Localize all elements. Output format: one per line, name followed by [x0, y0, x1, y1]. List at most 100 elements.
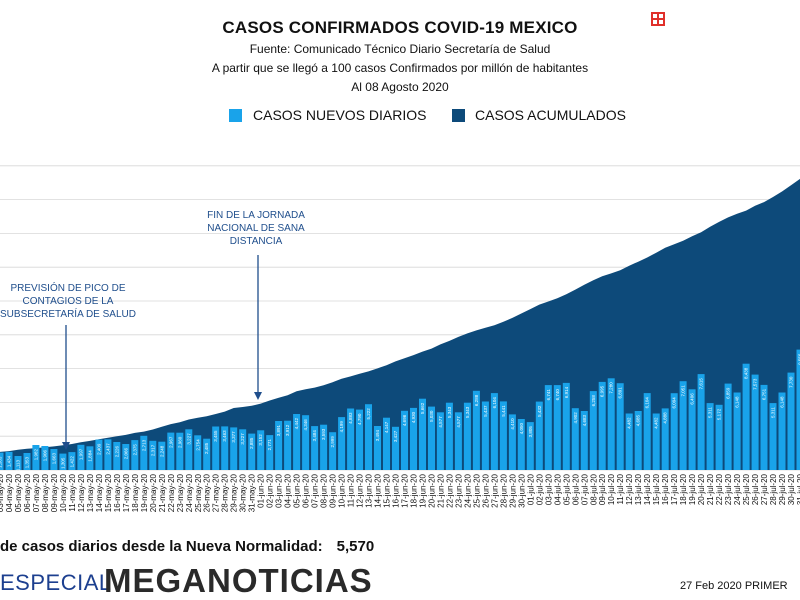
daily-bar-value-label: 2,754	[195, 439, 200, 451]
x-tick-label: 27-may-20	[212, 473, 221, 512]
daily-bar	[652, 413, 660, 470]
daily-bar	[5, 451, 13, 470]
daily-bar	[553, 385, 561, 470]
x-tick-label: 08-jul-20	[589, 473, 598, 505]
daily-bar-value-label: 4,577	[456, 416, 461, 428]
x-tick-label: 16-jun-20	[392, 473, 401, 507]
daily-bar-value-label: 7,280	[609, 382, 614, 394]
grid-logo-icon	[651, 12, 665, 26]
daily-bar	[410, 407, 417, 470]
daily-bar-value-label: 3,377	[231, 431, 236, 443]
broadcast-note: 27 Feb 2020 PRIMER	[680, 580, 788, 592]
x-tick-label: 29-may-20	[230, 473, 239, 512]
x-tick-label: 06-jul-20	[571, 473, 580, 505]
daily-bar-value-label: 1,663	[51, 453, 56, 465]
daily-bar	[320, 424, 328, 470]
daily-bar	[230, 427, 238, 470]
x-tick-label: 06-may-20	[23, 473, 32, 512]
daily-bar-value-label: 2,713	[141, 439, 146, 451]
x-tick-label: 04-may-20	[5, 473, 14, 512]
x-tick-label: 23-may-20	[176, 473, 185, 512]
daily-bar-value-label: 3,891	[276, 425, 281, 437]
x-tick-label: 20-jul-20	[697, 473, 706, 505]
daily-bar-value-label: 6,751	[762, 388, 767, 400]
x-tick-label: 25-may-20	[194, 473, 203, 512]
x-tick-label: 04-jun-20	[284, 473, 293, 507]
daily-bar	[616, 383, 624, 470]
daily-bar	[374, 426, 381, 470]
daily-bar	[239, 429, 247, 470]
daily-bar	[499, 401, 507, 470]
daily-bar	[167, 432, 175, 470]
daily-bar-value-label: 5,432	[537, 405, 542, 417]
x-tick-label: 05-jun-20	[293, 473, 302, 507]
daily-bar	[23, 453, 31, 470]
x-tick-label: 18-jul-20	[679, 473, 688, 505]
daily-bar	[697, 374, 705, 470]
x-tick-label: 10-may-20	[59, 473, 68, 512]
x-tick-label: 27-jun-20	[490, 473, 499, 507]
x-tick-label: 07-jun-20	[311, 473, 320, 507]
x-tick-label: 17-jul-20	[670, 473, 679, 505]
x-tick-label: 14-jun-20	[374, 473, 383, 507]
daily-bar	[562, 382, 570, 470]
x-tick-label: 12-jun-20	[356, 473, 365, 507]
daily-bar	[481, 401, 489, 470]
new-normal-average-stat: de casos diarios desde la Nueva Normalid…	[0, 538, 374, 555]
x-tick-label: 02-jun-20	[266, 473, 275, 507]
x-tick-label: 30-jun-20	[517, 473, 526, 507]
annotation-peak-line1: PREVISIÓN DE PICO DE	[10, 281, 125, 294]
daily-bar	[86, 446, 94, 470]
daily-bar	[14, 456, 22, 470]
daily-bar-value-label: 4,410	[510, 418, 515, 430]
daily-bar	[454, 412, 462, 470]
daily-bar	[733, 392, 741, 470]
stat-label: de casos diarios desde la Nueva Normalid…	[0, 538, 323, 555]
daily-bar	[571, 408, 579, 470]
daily-bar	[625, 413, 633, 470]
daily-bar-value-label: 4,790	[357, 413, 362, 425]
daily-bar-value-label: 5,343	[447, 406, 452, 418]
daily-bar	[59, 453, 67, 470]
daily-bar	[643, 393, 651, 470]
x-tick-label: 20-may-20	[149, 473, 158, 512]
annotation-peak-line3: SUBSECRETARÍA DE SALUD	[0, 307, 136, 320]
daily-bar	[589, 391, 597, 470]
daily-bar-value-label: 2,485	[204, 442, 209, 454]
x-tick-label: 18-jun-20	[410, 473, 419, 507]
x-tick-label: 01-jul-20	[526, 473, 535, 505]
daily-cases-bars: 1,383 1,434 1,113 1,353 1,982 1,906 1,663 1,305…	[0, 349, 800, 471]
daily-bar	[311, 426, 319, 470]
x-tick-label: 13-jul-20	[634, 473, 643, 505]
daily-bar-value-label: 2,437	[105, 443, 110, 455]
daily-bar-value-label: 4,685	[636, 415, 641, 427]
daily-bar	[715, 404, 723, 470]
x-tick-label: 23-jun-20	[454, 473, 463, 507]
daily-bar	[760, 384, 768, 470]
x-tick-label: 21-jun-20	[436, 473, 445, 507]
x-tick-label: 18-may-20	[131, 473, 140, 512]
chart-date: Al 08 Agosto 2020	[351, 80, 449, 94]
daily-bar-value-label: 3,494	[375, 430, 380, 442]
daily-bar-value-label: 6,995	[600, 385, 605, 397]
daily-bar	[661, 408, 669, 470]
daily-bar-value-label: 3,805	[528, 426, 533, 438]
annotation-peak-arrowhead	[62, 442, 70, 450]
daily-bar	[68, 452, 76, 470]
x-tick-label: 12-may-20	[77, 473, 86, 512]
daily-bar-value-label: 3,912	[285, 424, 290, 436]
x-tick-label: 06-jun-20	[302, 473, 311, 507]
daily-bar	[472, 390, 480, 470]
daily-bar-value-label: 6,859	[726, 387, 731, 399]
daily-bar-value-label: 4,442	[294, 418, 299, 430]
x-tick-label: 31-may-20	[248, 473, 257, 512]
x-tick-label: 15-jul-20	[652, 473, 661, 505]
x-tick-label: 15-jun-20	[383, 473, 392, 507]
daily-bar	[212, 426, 220, 470]
x-tick-label: 07-may-20	[32, 473, 41, 512]
x-axis-tick-labels: 03-may-20 04-may-20 05-may-20 06-may-20 07-m…	[0, 473, 800, 512]
x-tick-label: 21-jul-20	[706, 473, 715, 505]
chart-subtitle: A partir que se llegó a 100 casos Confir…	[211, 61, 589, 75]
daily-bar	[0, 452, 4, 470]
daily-bar-value-label: 4,696	[402, 414, 407, 426]
